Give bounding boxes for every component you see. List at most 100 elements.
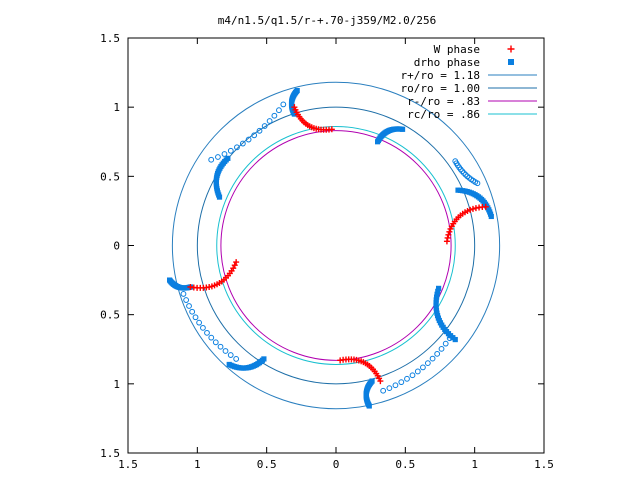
drho-open-point [186,303,192,309]
w-phase-point [233,259,240,266]
drho-open-point [474,180,481,187]
legend-label: rc/ro = .86 [407,108,480,121]
y-tick-label: 1.5 [100,447,120,460]
drho-open-point [280,101,287,108]
legend-swatch-square [508,59,514,65]
y-tick-label: 1.5 [100,32,120,45]
x-tick-label: 1 [194,458,201,471]
drho-phase-point [488,213,494,220]
drho-phase-point [369,378,375,384]
drho-open-point [442,340,449,347]
legend-label: r+/ro = 1.18 [401,69,480,82]
drho-open-point [180,291,187,297]
chart-title: m4/n1.5/q1.5/r-+.70-j359/M2.0/256 [218,14,437,27]
drho-phase-point [225,155,231,161]
y-tick-label: 0.5 [100,309,120,322]
legend-label: drho phase [414,56,480,69]
drho-open-point [438,345,445,352]
drho-open-point [227,147,234,154]
y-tick-label: 0.5 [100,170,120,183]
drho-open-point [414,368,421,375]
circle-rc-ring [216,126,456,365]
drho-open-point [398,379,405,386]
w-phase-point [469,205,476,212]
y-tick-label: 1 [113,101,120,114]
circle-r-ring [220,130,452,361]
drho-open-point [460,170,467,176]
drho-open-point [234,144,240,151]
drho-open-point [245,136,252,143]
drho-phase-point [167,277,173,283]
x-tick-label: 0 [333,458,340,471]
w-phase-point [377,378,384,385]
plot-frame [127,37,545,454]
drho-open-point [409,372,416,379]
legend-label: r-/ro = .83 [407,95,480,108]
drho-open-point [189,308,196,315]
drho-open-point [424,360,431,367]
drho-phase-point [433,305,439,311]
reference-circles [171,81,501,410]
drho-phase-point [433,294,440,300]
w-phase-point [445,231,452,238]
drho-open-point [222,348,229,354]
drho-open-point [380,387,387,394]
drho-open-point [271,112,278,119]
drho-open-point [204,329,210,336]
drho-open-point [208,156,215,163]
y-tick-label: 0 [113,240,120,253]
drho-open-point [392,382,399,389]
drho-phase-point [433,300,439,306]
legend-label: W phase [434,43,480,56]
drho-open-point [215,154,221,160]
drho-open-point [200,324,206,331]
x-tick-label: 1.5 [534,458,554,471]
drho-open-point [420,364,426,371]
drho-phase-point [294,87,300,94]
drho-phase-point [435,288,441,294]
w-phase-point [446,228,453,235]
w-phase-point [187,284,194,290]
drho-open-markers [180,101,481,394]
drho-open-point [221,151,228,157]
x-tick-label: 1.5 [118,458,138,471]
drho-open-point [261,123,268,129]
drho-open-point [233,356,240,362]
drho-open-point [217,343,224,350]
drho-phase-point [399,126,406,132]
w-phase-point [444,234,451,241]
drho-open-point [208,334,215,341]
w-phase-point [482,203,489,210]
drho-open-point [386,385,393,392]
drho-open-point [429,355,436,362]
y-tick-label: 1 [113,378,120,391]
x-tick-label: 0.5 [257,458,277,471]
drho-open-point [227,352,234,358]
drho-phase-point [433,297,439,303]
drho-phase-point [226,361,232,368]
drho-phase-point [434,291,440,297]
drho-open-point [459,168,466,175]
drho-open-point [251,132,258,139]
w-phase-point [467,206,474,213]
drho-phase-series [167,87,494,409]
drho-open-point [266,118,273,124]
circle-ro-ring [196,106,476,385]
x-tick-label: 0.5 [395,458,415,471]
drho-open-point [196,319,203,326]
drho-open-point [192,314,199,321]
drho-open-point [256,127,263,134]
drho-phase-point [433,302,439,308]
w-phase-series [187,104,489,385]
drho-open-point [239,140,246,147]
circle-r-ring [171,81,501,410]
legend-label: ro/ro = 1.00 [401,82,480,95]
legend-swatch-plus [507,45,515,53]
drho-phase-point [436,285,442,291]
drho-open-point [183,297,190,303]
drho-open-point [462,171,469,178]
w-phase-point [208,283,215,290]
